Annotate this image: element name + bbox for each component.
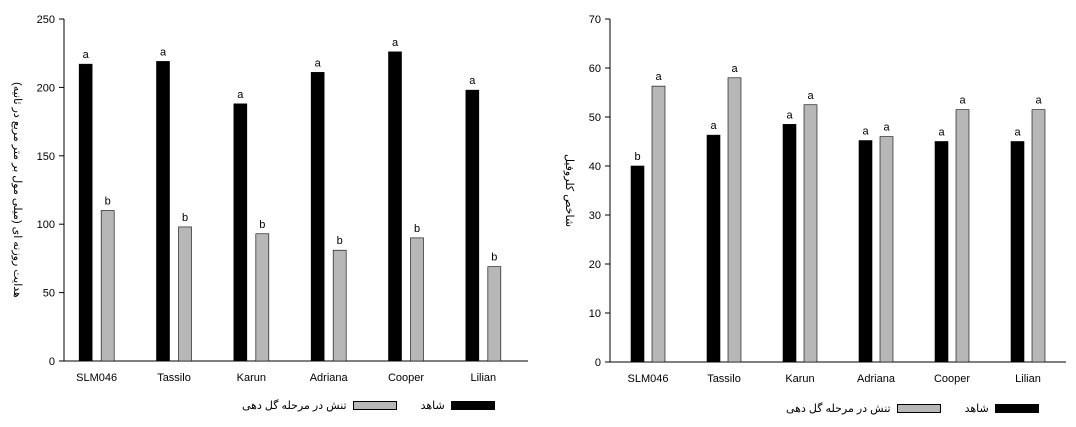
significance-label: a xyxy=(315,57,322,69)
legend-label-stress: تنش در مرحله گل دهی xyxy=(242,400,347,412)
significance-label: a xyxy=(655,71,662,83)
x-tick-label: SLM046 xyxy=(628,373,669,385)
legend-swatch-control xyxy=(450,401,495,410)
significance-label: a xyxy=(959,95,966,107)
bar-control xyxy=(630,165,645,363)
y-tick-label: 250 xyxy=(37,14,55,26)
bar-control xyxy=(388,51,402,362)
significance-label: a xyxy=(1014,127,1021,139)
chart-panel-left: 0 50 100 150 200 250 هدایت روزنه ای (میلی مول … xyxy=(0,0,538,422)
significance-label: b xyxy=(105,196,111,208)
y-tick-label: 70 xyxy=(589,14,601,26)
significance-label: a xyxy=(862,126,869,138)
bar-control xyxy=(706,134,721,363)
bar-stress xyxy=(100,210,115,362)
bar-control xyxy=(156,61,170,362)
y-axis-label: هدایت روزنه ای (میلی مول بر متر مربع در … xyxy=(11,82,23,298)
y-tick-label: 30 xyxy=(589,210,601,222)
y-axis-label: شاخص کلروفیل xyxy=(563,154,575,227)
y-tick-label: 60 xyxy=(589,63,601,75)
chlorophyll-index-chart: 0 10 20 30 40 50 60 70 شاخص کلروفیل SLM046 Tassilo… xyxy=(563,14,1066,385)
y-tick-label: 0 xyxy=(49,356,55,368)
x-tick-label: Adriana xyxy=(310,372,349,384)
significance-label: a xyxy=(469,75,476,87)
stomatal-conductance-chart: 0 50 100 150 200 250 هدایت روزنه ای (میلی مول … xyxy=(11,14,528,384)
legend-swatch-control xyxy=(994,404,1039,413)
y-tick-label: 20 xyxy=(589,259,601,271)
legend-item-stress: تنش در مرحله گل دهی xyxy=(786,402,941,415)
bar-stress xyxy=(1031,109,1046,363)
significance-label: a xyxy=(807,90,814,102)
x-tick-label: Cooper xyxy=(934,373,970,385)
y-tick-label: 50 xyxy=(589,112,601,124)
significance-label: b xyxy=(259,219,265,231)
bar-control xyxy=(78,63,93,362)
y-tick-label: 0 xyxy=(595,357,601,369)
x-tick-label: Karun xyxy=(785,373,814,385)
legend-item-control: شاهد xyxy=(421,399,495,412)
legend-label-stress: تنش در مرحله گل دهی xyxy=(786,403,891,415)
bar-stress xyxy=(178,226,192,362)
y-tick-label: 100 xyxy=(37,219,55,231)
x-tick-label: Lilian xyxy=(1015,373,1041,385)
significance-label: a xyxy=(731,63,738,75)
bar-stress xyxy=(487,266,502,362)
y-tick-label: 50 xyxy=(43,288,55,300)
significance-label: a xyxy=(710,120,717,132)
legend-label-control: شاهد xyxy=(420,400,445,412)
significance-label: b xyxy=(491,252,497,264)
legend-item-control: شاهد xyxy=(965,402,1039,415)
bar-control xyxy=(465,89,480,362)
bar-stress xyxy=(727,77,742,363)
legend-label-control: شاهد xyxy=(964,403,989,415)
significance-label: a xyxy=(160,46,167,58)
x-tick-label: Adriana xyxy=(857,373,896,385)
significance-label: a xyxy=(83,49,90,61)
legend-item-stress: تنش در مرحله گل دهی xyxy=(242,399,397,412)
x-tick-label: Karun xyxy=(237,372,266,384)
bar-control xyxy=(782,124,797,363)
axes: 0 50 100 150 200 250 هدایت روزنه ای (میلی مول … xyxy=(11,14,528,384)
bar-control xyxy=(1010,141,1025,363)
bar-stress xyxy=(332,249,347,362)
significance-label: a xyxy=(786,109,793,121)
chart-panel-right: 0 10 20 30 40 50 60 70 شاخص کلروفیل SLM046 Tassilo… xyxy=(538,0,1076,422)
significance-label: b xyxy=(337,235,343,247)
significance-label: b xyxy=(182,212,188,224)
bar-stress xyxy=(955,109,970,363)
x-tick-label: Lilian xyxy=(470,372,496,384)
legend-right: شاهد تنش در مرحله گل دهی xyxy=(768,402,1039,415)
x-tick-label: Tassilo xyxy=(707,373,741,385)
y-tick-label: 200 xyxy=(37,82,55,94)
x-tick-label: Tassilo xyxy=(157,372,191,384)
y-tick-label: 10 xyxy=(589,308,601,320)
significance-label: b xyxy=(414,223,420,235)
bar-stress xyxy=(255,233,270,362)
legend-swatch-stress xyxy=(896,404,941,413)
significance-label: a xyxy=(938,127,945,139)
y-tick-label: 150 xyxy=(37,151,55,163)
x-tick-label: SLM046 xyxy=(76,372,117,384)
significance-label: a xyxy=(883,122,890,134)
bars: b a a a a a a a a a a a xyxy=(630,63,1046,363)
bar-stress xyxy=(879,136,894,363)
legend-swatch-stress xyxy=(352,401,397,410)
bar-control xyxy=(934,141,949,363)
axes: 0 10 20 30 40 50 60 70 شاخص کلروفیل SLM046 Tassilo… xyxy=(563,14,1066,385)
bar-control xyxy=(233,103,248,362)
legend-left: شاهد تنش در مرحله گل دهی xyxy=(224,399,495,412)
significance-label: b xyxy=(634,151,640,163)
significance-label: a xyxy=(392,37,399,49)
x-tick-label: Cooper xyxy=(388,372,424,384)
bar-stress xyxy=(410,237,424,362)
bar-control xyxy=(310,72,325,362)
significance-label: a xyxy=(1035,95,1042,107)
bar-stress xyxy=(651,85,666,363)
significance-label: a xyxy=(237,89,244,101)
bar-control xyxy=(858,140,873,363)
bar-stress xyxy=(803,104,818,363)
bars: a b a b a b a b a b a b xyxy=(78,37,502,362)
y-tick-label: 40 xyxy=(589,161,601,173)
